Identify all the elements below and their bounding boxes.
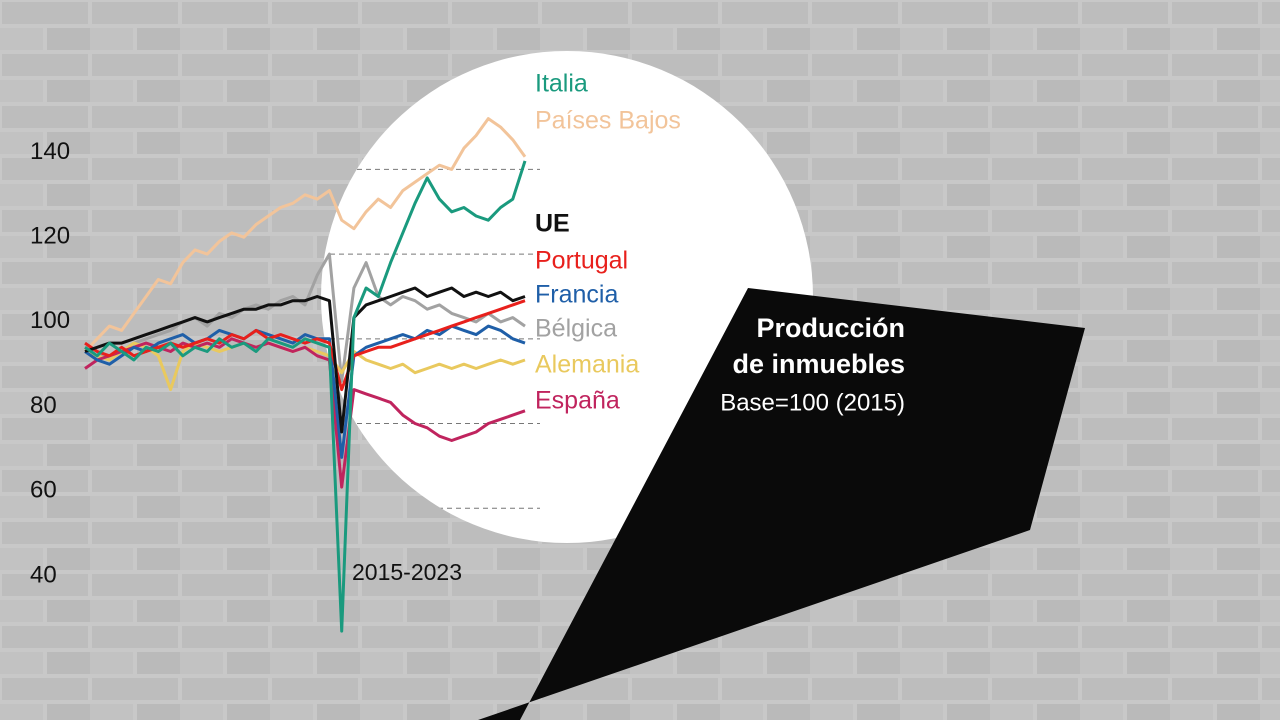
period-annotation: 2015-2023	[352, 559, 462, 585]
legend-label: Italia	[535, 70, 588, 98]
legend-label: Portugal	[535, 247, 628, 275]
y-tick-label: 140	[30, 138, 70, 165]
legend-label: Francia	[535, 281, 618, 309]
legend-label: Alemania	[535, 351, 639, 379]
series-line	[83, 117, 527, 353]
y-tick-label: 40	[30, 561, 57, 588]
grid	[330, 168, 540, 509]
legend-label: Países Bajos	[535, 107, 681, 135]
series-line	[84, 299, 526, 392]
legend-label: España	[535, 387, 620, 415]
y-tick-label: 60	[30, 477, 57, 504]
chart-title: Producción de inmuebles	[732, 313, 905, 379]
y-tick-label: 80	[30, 392, 57, 419]
chart-subtitle: Base=100 (2015)	[720, 389, 905, 416]
y-tick-label: 100	[30, 307, 70, 334]
legend-label: UE	[535, 210, 570, 238]
callout-shape	[478, 288, 1085, 720]
series-line	[84, 286, 526, 434]
series-line	[84, 160, 527, 633]
y-tick-label: 120	[30, 222, 70, 249]
series-line	[84, 252, 526, 383]
legend-label: Bélgica	[535, 315, 617, 343]
lines	[83, 117, 527, 633]
